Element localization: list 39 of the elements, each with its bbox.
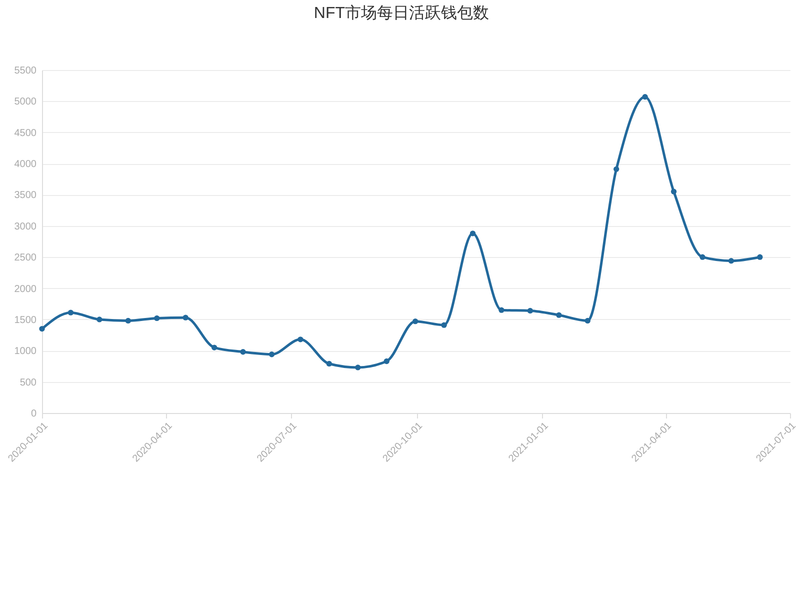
point xyxy=(355,364,361,370)
y-tick-label: 1000 xyxy=(14,346,37,358)
point xyxy=(96,316,102,322)
point xyxy=(556,312,562,318)
point xyxy=(470,230,476,236)
point xyxy=(39,326,45,332)
point xyxy=(298,336,304,342)
y-tick-label: 1500 xyxy=(14,314,37,326)
point xyxy=(700,254,706,260)
y-tick-label: 2000 xyxy=(14,284,37,295)
point xyxy=(384,358,390,364)
point xyxy=(68,310,74,316)
y-tick-label: 5500 xyxy=(14,66,37,76)
y-tick-label: 3000 xyxy=(14,221,37,232)
point xyxy=(326,360,332,367)
point xyxy=(584,318,590,324)
y-tick-label: 4500 xyxy=(14,128,37,139)
y-tick-label: 2500 xyxy=(14,252,37,264)
y-tick-label: 5000 xyxy=(14,96,37,108)
point xyxy=(154,315,160,322)
y-tick-label: 500 xyxy=(20,377,37,388)
point xyxy=(412,318,418,324)
chart-title: NFT市场每日活跃钱包数 xyxy=(314,4,490,22)
point xyxy=(441,322,447,328)
point xyxy=(728,258,734,264)
point xyxy=(527,308,534,314)
point xyxy=(670,188,677,194)
point xyxy=(240,349,246,355)
point xyxy=(182,314,188,320)
point xyxy=(125,318,131,324)
point xyxy=(498,307,504,313)
y-tick-label: 3500 xyxy=(14,190,37,202)
point xyxy=(268,352,275,358)
point xyxy=(757,254,763,260)
point xyxy=(614,166,620,172)
point xyxy=(642,94,648,100)
point xyxy=(211,344,218,350)
y-tick-label: 4000 xyxy=(14,159,37,170)
y-tick-label: 0 xyxy=(30,408,37,420)
